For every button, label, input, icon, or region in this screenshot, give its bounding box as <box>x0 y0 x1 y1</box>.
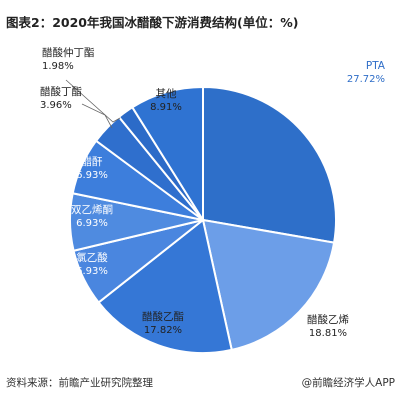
pie-slice-9 <box>130 85 204 224</box>
slice-label-2: 醋酸乙烯 <box>307 313 349 326</box>
slice-value-5: 6.93% <box>76 218 108 229</box>
pie-slice-1 <box>202 85 337 244</box>
pie-slice-2 <box>201 218 336 352</box>
slice-label-5: 双乙烯酮 <box>71 203 113 216</box>
slice-label-9: 其他 <box>156 87 177 100</box>
slice-label-4: 氯乙酸 <box>76 251 108 264</box>
slice-value-8: 1.98% <box>42 61 74 72</box>
chart-title: 图表2：2020年我国冰醋酸下游消费结构(单位：%) <box>6 15 299 30</box>
slice-value-6: 6.93% <box>76 170 108 181</box>
slice-label-1: PTA <box>366 60 386 72</box>
slice-value-4: 6.93% <box>76 266 108 277</box>
slice-value-1: 27.72% <box>347 74 385 85</box>
slice-label-7: 醋酸丁酯 <box>40 85 82 98</box>
credit-note: @前瞻经济学人APP <box>301 377 395 389</box>
slice-value-7: 3.96% <box>40 100 72 111</box>
slice-value-9: 8.91% <box>150 102 182 113</box>
leader-line-8 <box>65 79 121 123</box>
slice-value-3: 17.82% <box>144 325 182 336</box>
slice-label-8: 醋酸仲丁酯 <box>42 46 95 59</box>
slice-label-6: 醋酐 <box>82 155 103 168</box>
pie-slice-3 <box>97 218 233 354</box>
source-note: 资料来源：前瞻产业研究院整理 <box>6 377 153 389</box>
slice-value-2: 18.81% <box>309 328 347 339</box>
slice-label-3: 醋酸乙酯 <box>142 310 184 323</box>
